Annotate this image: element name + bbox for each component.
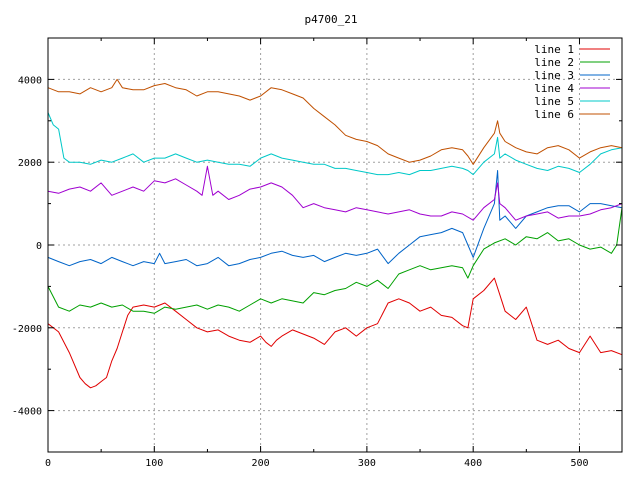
y-tick-label: 4000 (18, 75, 42, 86)
x-tick-label: 200 (252, 458, 270, 469)
legend-label-4: line 4 (534, 82, 574, 95)
x-tick-label: 500 (570, 458, 588, 469)
series-line-1 (47, 277, 623, 389)
axis-ticks: 0 100 200 300 400 500 -4000 -2000 0 2000 4000 (12, 37, 622, 469)
series-line-2 (47, 207, 623, 314)
y-tick-label: -4000 (12, 407, 42, 418)
legend-label-3: line 3 (534, 69, 574, 82)
legend-label-2: line 2 (534, 56, 574, 69)
y-tick-label: 0 (36, 241, 42, 252)
legend-label-5: line 5 (534, 95, 574, 108)
chart-title: p4700_21 (305, 13, 358, 26)
y-tick-label: -2000 (12, 324, 42, 335)
x-tick-label: 0 (45, 458, 51, 469)
legend-label-6: line 6 (534, 108, 574, 121)
x-tick-label: 400 (464, 458, 482, 469)
series-line-6 (47, 78, 623, 165)
y-tick-label: 2000 (18, 158, 42, 169)
x-tick-label: 300 (358, 458, 376, 469)
series-line-5 (47, 112, 623, 176)
legend-label-1: line 1 (534, 43, 574, 56)
series-line-4 (47, 165, 623, 221)
series-lines (47, 78, 623, 389)
series-line-3 (47, 170, 623, 267)
x-tick-label: 100 (145, 458, 163, 469)
